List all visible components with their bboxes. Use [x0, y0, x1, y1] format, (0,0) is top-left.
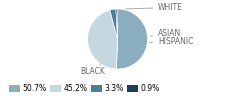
- Wedge shape: [116, 9, 148, 69]
- Wedge shape: [116, 9, 118, 39]
- Text: ASIAN: ASIAN: [150, 29, 181, 38]
- Wedge shape: [110, 9, 118, 39]
- Legend: 50.7%, 45.2%, 3.3%, 0.9%: 50.7%, 45.2%, 3.3%, 0.9%: [6, 81, 162, 96]
- Text: WHITE: WHITE: [126, 3, 183, 12]
- Text: BLACK: BLACK: [80, 64, 105, 76]
- Text: HISPANIC: HISPANIC: [150, 37, 193, 46]
- Wedge shape: [88, 10, 118, 69]
